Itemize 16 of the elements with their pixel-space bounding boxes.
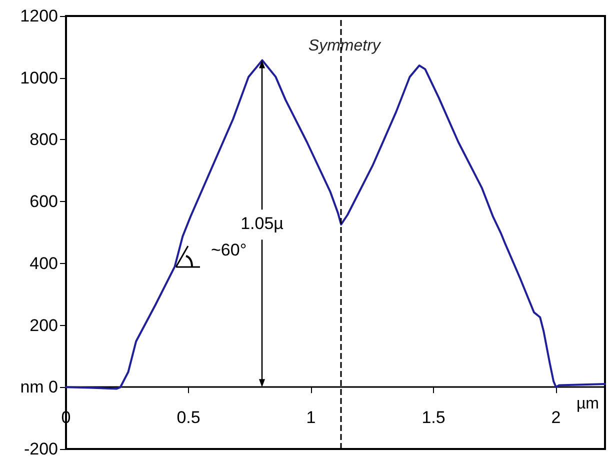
y-tick-label: -200 bbox=[24, 440, 58, 458]
ref-line-label: Symmetry bbox=[308, 38, 382, 54]
x-axis-title: µm bbox=[576, 396, 599, 413]
annotation: 1.05µ bbox=[240, 214, 284, 234]
x-tick-label: 2 bbox=[551, 408, 561, 427]
x-tick-label: 1 bbox=[306, 408, 316, 427]
y-tick-label: 1000 bbox=[20, 68, 58, 88]
y-tick-label: 800 bbox=[30, 130, 58, 150]
y-tick-label: 600 bbox=[30, 192, 58, 212]
annotation: ~60° bbox=[211, 240, 247, 260]
y-tick-label: 400 bbox=[30, 254, 58, 273]
y-tick-label: 1200 bbox=[20, 6, 58, 26]
y-tick-label: 200 bbox=[30, 316, 58, 335]
y-tick-label: nm 0 bbox=[20, 378, 58, 397]
x-tick-label: 0.5 bbox=[176, 408, 200, 427]
x-tick-label: 1.5 bbox=[422, 408, 446, 427]
